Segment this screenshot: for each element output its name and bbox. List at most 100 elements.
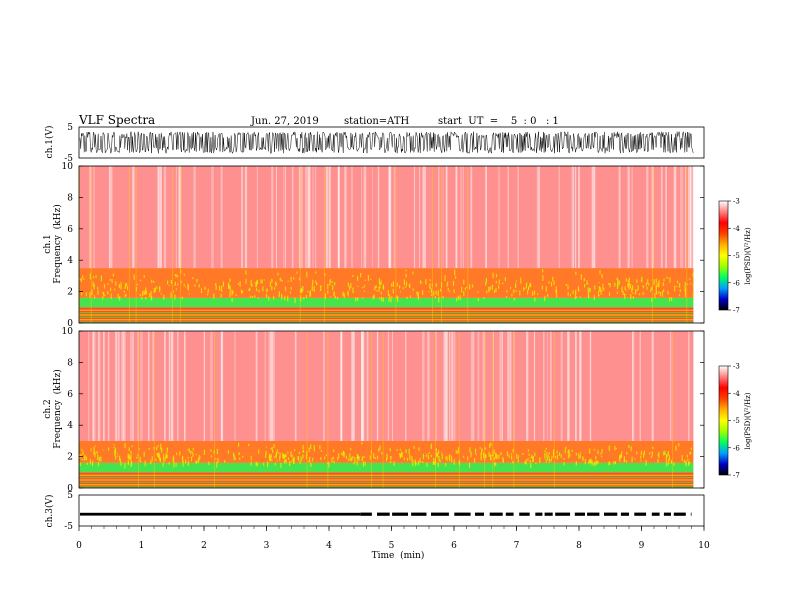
spectrogram-speckle — [157, 445, 159, 448]
spectrogram-speckle — [190, 456, 193, 462]
spectrogram-speckle — [652, 446, 654, 449]
spectrogram-speckle — [451, 456, 453, 463]
spectrogram-speckle — [524, 461, 526, 465]
spectrogram-stripe — [79, 312, 694, 314]
spectrogram-speckle — [227, 450, 229, 454]
spectrogram-speckle — [271, 446, 273, 450]
ch3-trace-segment — [392, 512, 408, 516]
spectrogram-speckle — [313, 445, 315, 451]
colorbar-ch2-scale — [718, 365, 729, 476]
spectrogram-speckle — [687, 458, 689, 461]
freq-tick-label: 10 — [62, 162, 74, 172]
spectrogram-speckle — [393, 461, 395, 466]
spectrogram-speckle — [563, 462, 565, 466]
spectrogram-speckle — [579, 296, 581, 298]
spectrogram-speckle — [434, 296, 436, 298]
spectrogram-speckle — [268, 296, 270, 301]
spectrogram-speckle — [437, 454, 439, 458]
spectrogram-speckle — [461, 286, 463, 293]
spectrogram-streak — [526, 331, 529, 441]
spectrogram-speckle — [512, 461, 514, 464]
spectrogram-burst — [484, 331, 485, 488]
ch3-waveform-panel: 5 -5 ch.3(V) — [44, 491, 705, 532]
spectrogram-speckle — [255, 461, 257, 467]
spectrogram-streak — [121, 331, 122, 441]
spectrogram-speckle — [396, 282, 398, 287]
spectrogram-speckle — [290, 460, 292, 463]
spectrogram-speckle — [256, 279, 258, 285]
spectrogram-streak — [413, 166, 416, 269]
spectrogram-speckle — [559, 452, 561, 456]
spectrogram-speckle — [529, 283, 531, 287]
spectrogram-streak — [639, 331, 641, 441]
spectrogram-speckle — [661, 291, 664, 297]
spectrogram-speckle — [600, 291, 602, 295]
spectrogram-speckle — [642, 291, 644, 296]
spectrogram-speckle — [184, 286, 187, 288]
spectrogram-speckle — [534, 297, 536, 302]
spectrogram-speckle — [391, 283, 393, 287]
time-tick-label: 5 — [389, 541, 395, 551]
spectrogram-speckle — [464, 287, 466, 291]
spectrogram-speckle — [260, 279, 262, 284]
spectrogram-streak — [353, 331, 355, 441]
spectrogram-speckle — [495, 287, 497, 292]
spectrogram-speckle — [447, 287, 449, 291]
spectrogram-speckle — [242, 290, 244, 294]
spectrogram-speckle — [153, 280, 155, 283]
spectrogram-speckle — [332, 285, 334, 291]
spectrogram-speckle — [457, 295, 459, 300]
spectrogram-burst — [135, 166, 137, 323]
spectrogram-speckle — [379, 283, 381, 289]
spectrogram-speckle — [598, 286, 600, 289]
spectrogram-streak — [269, 331, 273, 441]
spectrogram-speckle — [619, 456, 621, 462]
spectrogram-speckle — [472, 284, 474, 288]
spectrogram-speckle — [216, 448, 218, 455]
spectrogram-speckle — [273, 295, 275, 300]
spectrogram-speckle — [312, 457, 314, 460]
spectrogram-streak — [455, 166, 458, 269]
spectrogram-streak — [109, 166, 112, 269]
start-ut-label: start UT = 5 : 0 : 1 — [438, 116, 559, 127]
spectrogram-speckle — [428, 291, 430, 293]
ch2-spectrogram-bands — [79, 331, 694, 488]
spectrogram-streak — [685, 166, 687, 269]
spectrogram-speckle — [283, 459, 286, 464]
spectrogram-speckle — [250, 455, 252, 461]
spectrogram-streak — [308, 166, 311, 269]
spectrogram-speckle — [196, 279, 198, 283]
spectrogram-speckle — [537, 293, 539, 295]
spectrogram-speckle — [620, 453, 622, 458]
spectrogram-speckle — [314, 280, 317, 283]
time-tick-label: 2 — [201, 541, 207, 551]
ch3-trace-segment — [544, 512, 553, 516]
spectrogram-speckle — [173, 461, 175, 468]
spectrogram-streak — [97, 331, 101, 441]
spectrogram-speckle — [502, 459, 504, 463]
ch3-trace-segment — [475, 512, 484, 516]
spectrogram-speckle — [141, 296, 143, 300]
spectrogram-speckle — [409, 454, 411, 460]
spectrogram-speckle — [388, 297, 390, 302]
spectrogram-speckle — [692, 272, 694, 277]
spectrogram-speckle — [148, 447, 150, 450]
spectrogram-streak — [392, 331, 393, 441]
spectrogram-speckle — [548, 456, 550, 463]
spectrogram-streak — [427, 331, 430, 441]
spectrogram-speckle — [309, 456, 311, 463]
spectrogram-speckle — [300, 288, 302, 293]
spectrogram-speckle — [248, 443, 250, 447]
spectrogram-speckle — [515, 280, 517, 282]
spectrogram-streak — [109, 166, 111, 269]
spectrogram-speckle — [257, 297, 259, 299]
spectrogram-speckle — [673, 462, 675, 466]
spectrogram-speckle — [109, 278, 111, 281]
spectrogram-speckle — [550, 458, 552, 461]
spectrogram-speckle — [624, 293, 626, 296]
spectrogram-speckle — [320, 456, 322, 461]
spectrogram-speckle — [381, 452, 383, 455]
spectrogram-speckle — [82, 451, 84, 455]
spectrogram-speckle — [210, 449, 212, 452]
spectrogram-speckle — [262, 286, 264, 292]
